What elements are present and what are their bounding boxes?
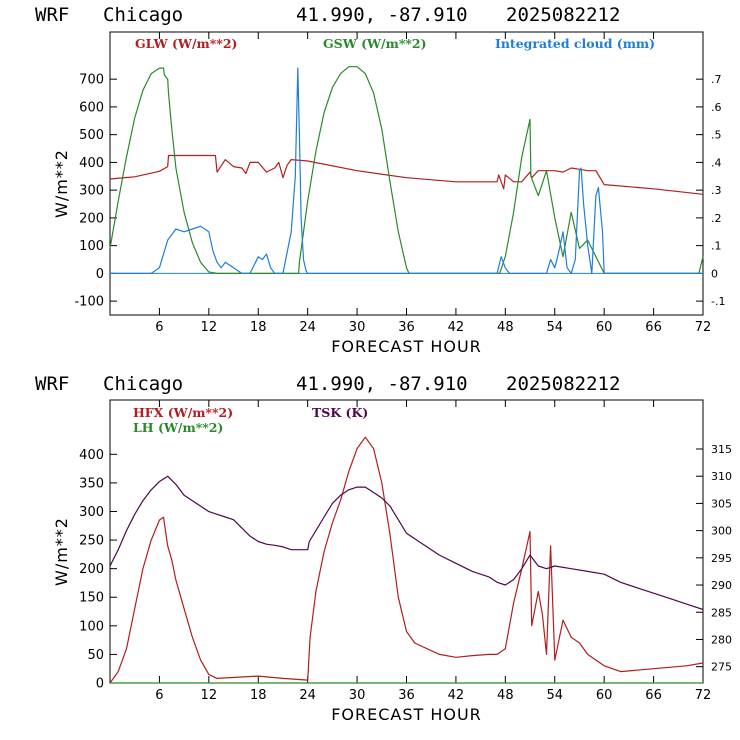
y2-tick-label: 280 bbox=[711, 633, 732, 646]
y2-tick-label: 300 bbox=[711, 525, 732, 538]
x-tick-label: 42 bbox=[448, 688, 465, 703]
y-tick-label: 400 bbox=[79, 448, 104, 463]
x-tick-label: 54 bbox=[546, 688, 563, 703]
y2-tick-label: .2 bbox=[711, 212, 722, 225]
legend-entry: Integrated cloud (mm) bbox=[495, 36, 655, 51]
y-tick-label: 350 bbox=[79, 476, 104, 491]
x-axis-label: FORECAST HOUR bbox=[331, 337, 482, 356]
series-line-2 bbox=[109, 66, 704, 274]
y2-tick-label: 275 bbox=[711, 661, 732, 674]
plot-frame bbox=[109, 31, 704, 316]
y-tick-label: 200 bbox=[79, 562, 104, 577]
header-model: WRF bbox=[35, 4, 69, 26]
legend-entry: GLW (W/m**2) bbox=[135, 36, 237, 51]
y2-tick-label: 310 bbox=[711, 470, 732, 483]
y-axis-label: W/m**2 bbox=[52, 517, 71, 586]
y-tick-label: 400 bbox=[79, 156, 104, 171]
panel-1: WRF Chicago 41.990, -87.910 2025082212 -100 0… bbox=[35, 4, 725, 356]
y-axis-label: W/m**2 bbox=[52, 149, 71, 218]
x-tick-label: 12 bbox=[201, 688, 218, 703]
x-tick-label: 60 bbox=[596, 688, 613, 703]
x-tick-label: 36 bbox=[398, 320, 415, 335]
x-tick-label: 66 bbox=[645, 688, 662, 703]
y-tick-label: 200 bbox=[79, 211, 104, 226]
y-tick-label: 300 bbox=[79, 505, 104, 520]
y-tick-label: 50 bbox=[87, 648, 104, 663]
y2-tick-label: 315 bbox=[711, 443, 732, 456]
y-tick-label: 0 bbox=[96, 267, 104, 282]
y2-tick-label: 290 bbox=[711, 579, 732, 592]
y-tick-label: 500 bbox=[79, 128, 104, 143]
x-tick-label: 72 bbox=[695, 320, 712, 335]
y-tick-label: 100 bbox=[79, 619, 104, 634]
x-tick-label: 18 bbox=[250, 320, 267, 335]
header-coords: 41.990, -87.910 bbox=[296, 4, 468, 26]
legend-entry: GSW (W/m**2) bbox=[323, 36, 427, 51]
y-tick-label: 250 bbox=[79, 534, 104, 549]
legend-entry: TSK (K) bbox=[312, 405, 368, 420]
y2-tick-label: 295 bbox=[711, 552, 732, 565]
x-tick-label: 24 bbox=[299, 688, 316, 703]
x-tick-label: 42 bbox=[448, 320, 465, 335]
header-run: 2025082212 bbox=[506, 4, 620, 26]
y-tick-label: 300 bbox=[79, 184, 104, 199]
legend-entry: LH (W/m**2) bbox=[133, 420, 223, 435]
y2-tick-label: 0 bbox=[711, 267, 718, 280]
x-tick-label: 48 bbox=[497, 688, 514, 703]
y2-tick-label: .6 bbox=[711, 101, 722, 114]
panel-header: WRF Chicago 41.990, -87.910 2025082212 bbox=[35, 373, 620, 395]
series-line-3 bbox=[109, 475, 704, 611]
plot-frame bbox=[109, 399, 704, 684]
x-tick-label: 24 bbox=[299, 320, 316, 335]
x-tick-label: 66 bbox=[645, 320, 662, 335]
y2-tick-label: .3 bbox=[711, 184, 722, 197]
y-tick-label: 150 bbox=[79, 591, 104, 606]
x-tick-label: 36 bbox=[398, 688, 415, 703]
x-tick-label: 48 bbox=[497, 320, 514, 335]
x-tick-label: 54 bbox=[546, 320, 563, 335]
x-tick-label: 12 bbox=[201, 320, 218, 335]
x-tick-label: 30 bbox=[349, 688, 366, 703]
y2-tick-label: -.1 bbox=[711, 295, 725, 308]
x-axis-label: FORECAST HOUR bbox=[331, 705, 482, 724]
y-tick-label: -100 bbox=[74, 295, 104, 310]
series-line-1 bbox=[109, 154, 704, 195]
x-tick-label: 18 bbox=[250, 688, 267, 703]
y2-tick-label: 285 bbox=[711, 606, 732, 619]
header-city: Chicago bbox=[103, 373, 183, 395]
y-tick-label: 100 bbox=[79, 239, 104, 254]
y-tick-label: 600 bbox=[79, 100, 104, 115]
legend-entry: HFX (W/m**2) bbox=[133, 405, 233, 420]
header-coords: 41.990, -87.910 bbox=[296, 373, 468, 395]
header-model: WRF bbox=[35, 373, 69, 395]
series-line-3 bbox=[110, 67, 703, 274]
x-tick-label: 6 bbox=[155, 688, 163, 703]
x-tick-label: 60 bbox=[596, 320, 613, 335]
y2-tick-label: 305 bbox=[711, 497, 732, 510]
y-tick-label: 0 bbox=[96, 677, 104, 692]
x-tick-label: 6 bbox=[155, 320, 163, 335]
x-tick-label: 72 bbox=[695, 688, 712, 703]
header-run: 2025082212 bbox=[506, 373, 620, 395]
y2-tick-label: .4 bbox=[711, 156, 722, 169]
header-city: Chicago bbox=[103, 4, 183, 26]
series-line-1 bbox=[109, 436, 704, 684]
y2-tick-label: .5 bbox=[711, 129, 722, 142]
y-tick-label: 700 bbox=[79, 73, 104, 88]
y2-tick-label: .1 bbox=[711, 240, 722, 253]
panel-header: WRF Chicago 41.990, -87.910 2025082212 bbox=[35, 4, 620, 26]
x-tick-label: 30 bbox=[349, 320, 366, 335]
panel-2: WRF Chicago 41.990, -87.910 2025082212 0 50 10… bbox=[35, 373, 732, 724]
y2-tick-label: .7 bbox=[711, 73, 722, 86]
